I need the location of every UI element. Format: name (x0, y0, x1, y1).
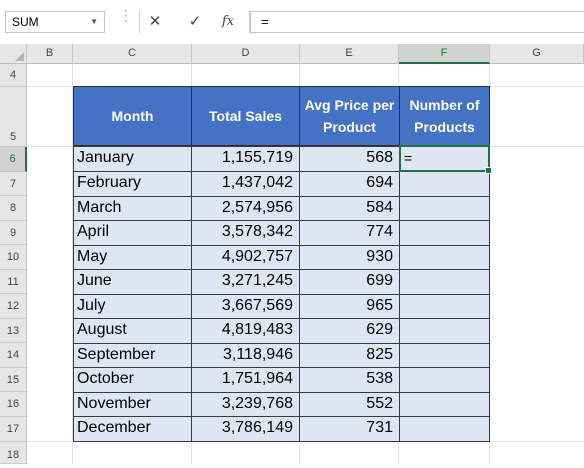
cell-number-of-products[interactable] (399, 171, 490, 197)
select-all-button[interactable] (0, 44, 27, 64)
divider (249, 10, 250, 34)
cell-month[interactable]: June (73, 269, 192, 295)
cell-month[interactable]: March (73, 196, 192, 221)
row-header-18[interactable]: 18 (0, 442, 27, 464)
divider (139, 10, 140, 34)
insert-function-button[interactable]: fx (221, 14, 235, 29)
cell-total-sales[interactable]: 4,819,483 (191, 318, 300, 344)
header-month-label: Month (111, 108, 154, 124)
cell-number-of-products[interactable] (399, 269, 490, 295)
cell-avg-price[interactable]: 731 (299, 416, 400, 442)
cell-number-of-products[interactable] (399, 245, 490, 270)
gridline (72, 64, 73, 464)
header-month[interactable]: Month (73, 86, 192, 146)
cell-total-sales[interactable]: 2,574,956 (191, 196, 300, 221)
cell-avg-price[interactable]: 552 (299, 392, 400, 417)
cell-number-of-products[interactable] (399, 343, 490, 368)
cell-total-sales[interactable]: 3,118,946 (191, 343, 300, 368)
row-header-4[interactable]: 4 (0, 64, 27, 87)
check-icon[interactable]: ✓ (188, 13, 202, 30)
cell-number-of-products[interactable] (399, 416, 490, 442)
row-header-14[interactable]: 14 (0, 343, 27, 368)
column-header-c[interactable]: C (73, 44, 192, 64)
column-header-e[interactable]: E (300, 44, 399, 64)
row-header-15[interactable]: 15 (0, 368, 27, 392)
header-avg-price[interactable]: Avg Price per Product (299, 86, 400, 146)
column-header-b[interactable]: B (27, 44, 73, 64)
row-header-7[interactable]: 7 (0, 172, 27, 196)
cell-month[interactable]: April (73, 220, 192, 246)
more-options-icon[interactable]: ⋮ (119, 7, 133, 23)
cell-month[interactable]: September (73, 343, 192, 368)
header-avg-price-label: Avg Price per Product (304, 97, 395, 135)
cell-total-sales[interactable]: 3,239,768 (191, 392, 300, 417)
name-box-value: SUM (12, 15, 39, 29)
chevron-down-icon[interactable]: ▼ (90, 17, 98, 26)
cell-total-sales[interactable]: 3,578,342 (191, 220, 300, 246)
column-header-g[interactable]: G (490, 44, 584, 64)
active-cell-f6[interactable] (399, 145, 492, 174)
cell-number-of-products[interactable] (399, 367, 490, 393)
row-header-12[interactable]: 12 (0, 294, 27, 319)
column-header-f[interactable]: F (399, 44, 490, 64)
cell-number-of-products[interactable] (399, 294, 490, 319)
name-box[interactable]: SUM ▼ (5, 11, 105, 33)
cell-total-sales[interactable]: 3,667,569 (191, 294, 300, 319)
close-icon[interactable]: ✕ (148, 13, 162, 30)
cell-avg-price[interactable]: 774 (299, 220, 400, 246)
cell-total-sales[interactable]: 3,786,149 (191, 416, 300, 442)
cell-number-of-products[interactable] (399, 196, 490, 221)
row-header-13[interactable]: 13 (0, 319, 27, 343)
cell-avg-price[interactable]: 629 (299, 318, 400, 344)
cell-number-of-products[interactable] (399, 392, 490, 417)
header-number-of-products[interactable]: Number of Products (399, 86, 490, 146)
header-number-of-products-label: Number of Products (409, 97, 480, 135)
cell-total-sales[interactable]: 3,271,245 (191, 269, 300, 295)
cell-month[interactable]: October (73, 367, 192, 393)
cell-avg-price[interactable]: 694 (299, 171, 400, 197)
cell-total-sales[interactable]: 1,437,042 (191, 171, 300, 197)
cell-total-sales[interactable]: 1,751,964 (191, 367, 300, 393)
cell-avg-price[interactable]: 825 (299, 343, 400, 368)
cell-avg-price[interactable]: 568 (299, 146, 400, 172)
cell-avg-price[interactable]: 965 (299, 294, 400, 319)
cell-month[interactable]: May (73, 245, 192, 270)
cell-month[interactable]: August (73, 318, 192, 344)
cell-number-of-products[interactable] (399, 220, 490, 246)
active-cell-value: = (404, 150, 413, 166)
row-header-11[interactable]: 11 (0, 270, 27, 294)
fill-handle[interactable] (485, 167, 492, 174)
cell-month[interactable]: February (73, 171, 192, 197)
cell-avg-price[interactable]: 584 (299, 196, 400, 221)
cell-total-sales[interactable]: 1,155,719 (191, 146, 300, 172)
cell-total-sales[interactable]: 4,902,757 (191, 245, 300, 270)
cell-avg-price[interactable]: 699 (299, 269, 400, 295)
header-total-sales[interactable]: Total Sales (191, 86, 300, 146)
row-header-8[interactable]: 8 (0, 196, 27, 221)
row-header-5[interactable]: 5 (0, 87, 27, 147)
formula-bar-area: SUM ▼ ⋮ ✕ ✓ fx = (0, 0, 584, 44)
row-header-17[interactable]: 17 (0, 417, 27, 442)
header-total-sales-label: Total Sales (209, 108, 282, 124)
cell-avg-price[interactable]: 930 (299, 245, 400, 270)
column-header-d[interactable]: D (192, 44, 300, 64)
cell-month[interactable]: January (73, 146, 192, 172)
cell-month[interactable]: December (73, 416, 192, 442)
cell-avg-price[interactable]: 538 (299, 367, 400, 393)
cell-month[interactable]: November (73, 392, 192, 417)
row-header-16[interactable]: 16 (0, 392, 27, 417)
row-header-9[interactable]: 9 (0, 221, 27, 245)
formula-input[interactable]: = (250, 11, 584, 33)
cell-number-of-products[interactable] (399, 318, 490, 344)
row-header-6[interactable]: 6 (0, 147, 27, 172)
row-header-10[interactable]: 10 (0, 245, 27, 270)
cell-month[interactable]: July (73, 294, 192, 319)
